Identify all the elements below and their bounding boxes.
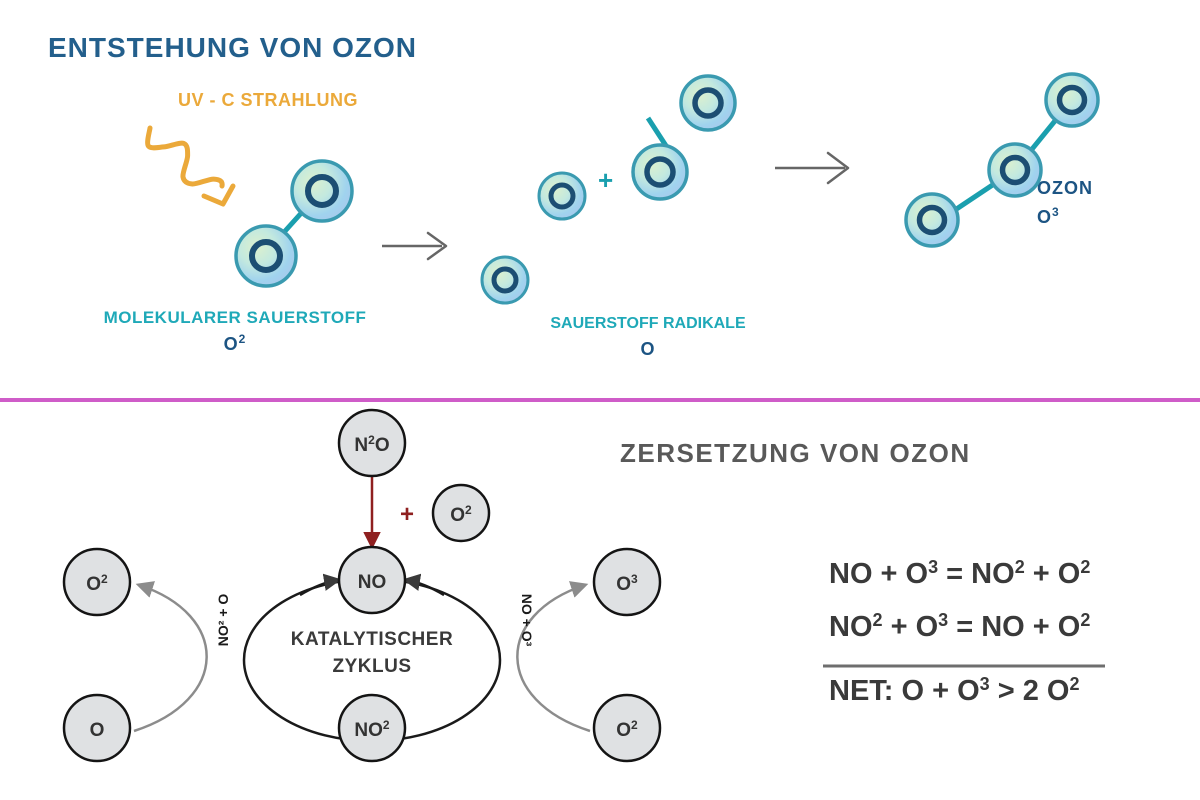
svg-text:KATALYTISCHER: KATALYTISCHER	[291, 629, 453, 650]
svg-text:O: O	[90, 720, 105, 741]
svg-text:NO2 + O3 = NO + O2: NO2 + O3 = NO + O2	[829, 610, 1090, 643]
svg-text:NO² + O: NO² + O	[215, 594, 231, 647]
svg-text:NO: NO	[358, 572, 387, 593]
svg-text:NO + O3 = NO2 + O2: NO + O3 = NO2 + O2	[829, 557, 1090, 590]
svg-text:ZYKLUS: ZYKLUS	[333, 656, 412, 677]
svg-text:NET: O + O3 > 2 O2: NET: O + O3 > 2 O2	[829, 674, 1080, 707]
svg-text:+: +	[598, 165, 613, 195]
svg-text:NO + O³: NO + O³	[519, 594, 535, 647]
svg-text:+: +	[400, 501, 414, 528]
